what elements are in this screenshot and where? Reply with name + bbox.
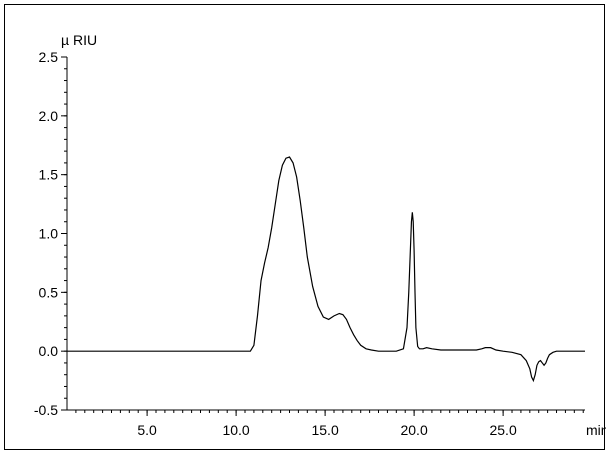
x-tick-label: 20.0 bbox=[400, 422, 427, 438]
chromatogram-chart: 2.5 2.0 1.5 1.0 0.5 0.0 -0.5 5.0 10.0 15.0 20.0 25.… bbox=[34, 32, 606, 438]
x-tick-label: 25.0 bbox=[489, 422, 516, 438]
y-tick-label: 2.5 bbox=[39, 49, 59, 65]
axes bbox=[66, 57, 585, 411]
y-tick-label: -0.5 bbox=[34, 402, 58, 418]
y-tick-label: 0.0 bbox=[39, 343, 59, 359]
x-tick-label: 15.0 bbox=[311, 422, 338, 438]
ticks bbox=[61, 56, 584, 416]
y-axis-unit: µ RIU bbox=[61, 32, 97, 48]
chart-frame: 2.5 2.0 1.5 1.0 0.5 0.0 -0.5 5.0 10.0 15.0 20.0 25.… bbox=[4, 4, 606, 450]
x-tick-label: 5.0 bbox=[137, 422, 157, 438]
y-tick-label: 0.5 bbox=[39, 284, 59, 300]
y-tick-label: 1.0 bbox=[39, 226, 59, 242]
series-line bbox=[67, 156, 585, 383]
x-axis-unit: min bbox=[586, 422, 606, 438]
tick-labels: 2.5 2.0 1.5 1.0 0.5 0.0 -0.5 5.0 10.0 15.0 20.0 25.… bbox=[34, 49, 517, 438]
y-tick-label: 1.5 bbox=[39, 167, 59, 183]
x-tick-label: 10.0 bbox=[222, 422, 249, 438]
y-tick-label: 2.0 bbox=[39, 108, 59, 124]
